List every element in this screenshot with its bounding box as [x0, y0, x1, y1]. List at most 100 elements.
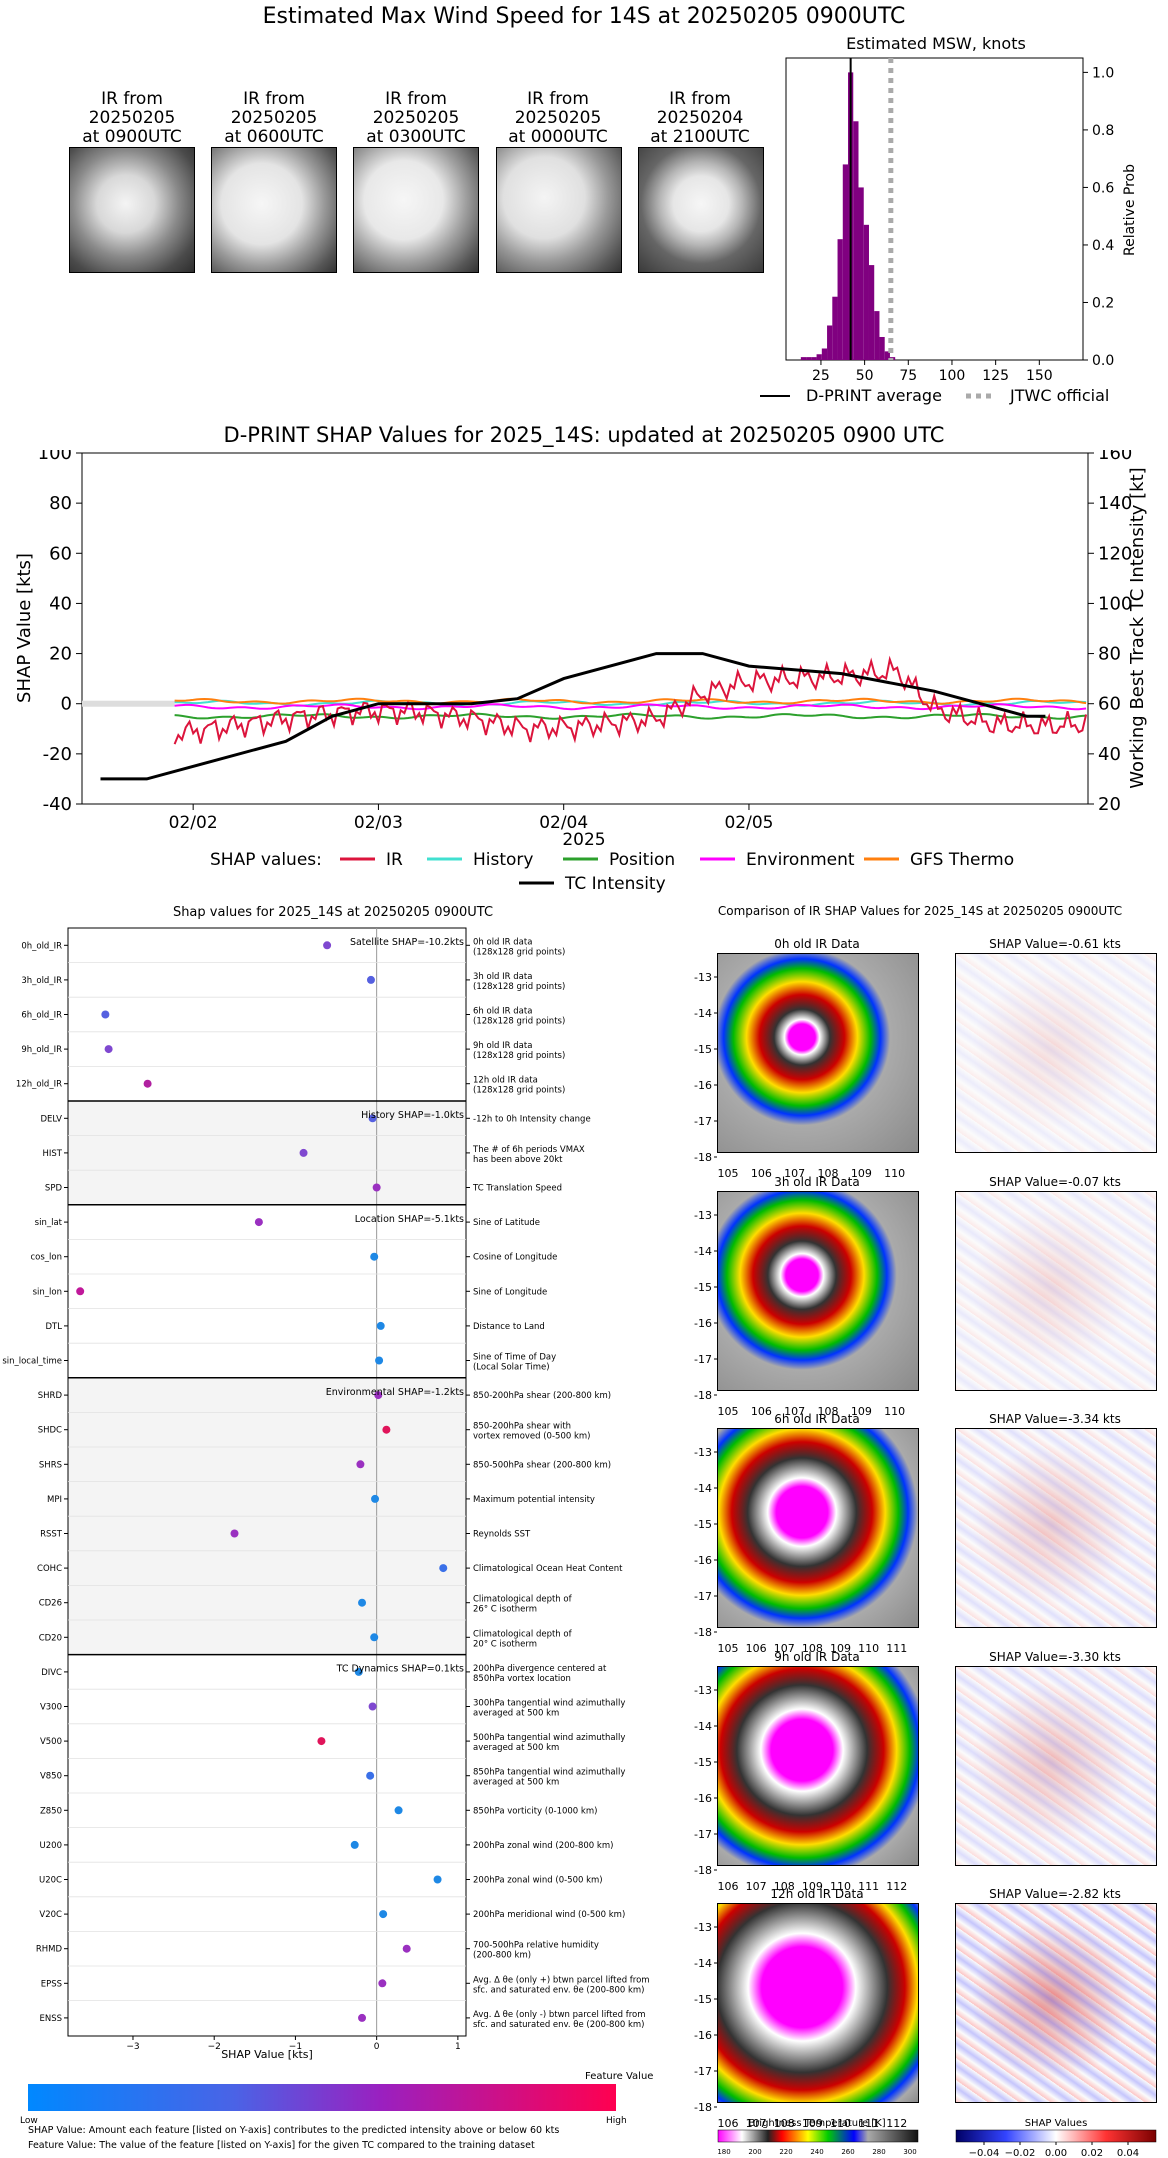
ir-xtick-label: 110	[830, 1880, 851, 1893]
feature-row: 3h_old_IR 3h old IR data(128x128 grid poi…	[21, 962, 565, 992]
msw-xtick-label: 75	[899, 368, 917, 384]
ir-ytick-label: -15	[694, 1993, 712, 2006]
legend-environment-label: Environment	[746, 850, 855, 870]
msw-xtick-label: 50	[856, 368, 874, 384]
ir-xtick-label: 109	[830, 1642, 851, 1655]
ir-xtick-label: 112	[886, 1880, 907, 1893]
feature-row: EPSS Avg. Δ θe (only +) btwn parcel lifte…	[41, 1965, 650, 1995]
bt-label: Brightness Temperature [K]	[748, 2118, 885, 2129]
feature-point	[371, 1494, 380, 1503]
feature-row: Z850 850hPa vorticity (0-1000 km)	[40, 1792, 597, 1816]
ir-xtick-label: 109	[802, 1880, 823, 1893]
ir-ytick-label: -17	[694, 1353, 712, 1366]
ir-xtick-label: 111	[886, 1642, 907, 1655]
ts-y2tick-label: 100	[1098, 593, 1132, 614]
shap-value-image	[955, 1428, 1157, 1628]
feature-point	[372, 1183, 381, 1192]
ir-axis-ticks: -13 -14 -15 -16 -17 -18 105 106 107 108 109 110 111	[694, 1446, 907, 1655]
feature-row: DIVC 200hPa divergence centered at850hPa …	[41, 1654, 607, 1684]
feature-row: sin_lat Sine of Latitude	[35, 1204, 540, 1228]
feature-point	[375, 1356, 384, 1365]
feature-desc: 200hPa meridional wind (0-500 km)	[473, 1910, 625, 1920]
feature-row: V20C 200hPa meridional wind (0-500 km)	[39, 1896, 625, 1920]
feature-desc-2: (128x128 grid points)	[473, 947, 565, 957]
msw-bar	[853, 121, 859, 361]
feature-desc: Sine of Latitude	[473, 1218, 540, 1228]
feature-name: U200	[40, 1841, 62, 1851]
thumbnail-label: IR from 20250205 at 0300UTC	[346, 90, 486, 147]
feature-name: EPSS	[41, 1979, 62, 1989]
feature-point	[370, 1252, 379, 1261]
ts-ylabel-left: SHAP Value [kts]	[14, 553, 35, 703]
msw-bar	[821, 348, 828, 360]
ir-axis-ticks: -13 -14 -15 -16 -17 -18 106 107 108 109 110 111 112	[694, 1684, 907, 1893]
ir-panel-title: Comparison of IR SHAP Values for 2025_14…	[717, 904, 1123, 918]
ir-xtick-label: 108	[774, 2117, 795, 2130]
ir-xtick-label: 109	[851, 1405, 872, 1418]
bt-tick-label: 240	[810, 2148, 823, 2156]
msw-xtick-label: 150	[1026, 368, 1053, 384]
feature-axes-frame	[67, 927, 467, 2037]
ir-ytick-label: -16	[694, 1554, 712, 1567]
ts-zero-band	[82, 700, 175, 707]
ts-y2tick-label: 160	[1098, 450, 1132, 464]
ir-xtick-label: 110	[858, 1642, 879, 1655]
thumb-line: at 0300UTC	[366, 127, 466, 147]
sv-tick-label: 0.00	[1045, 2148, 1067, 2158]
feature-desc: 12h old IR data	[473, 1076, 538, 1086]
colorbar-high: High	[606, 2116, 627, 2126]
msw-bar	[879, 336, 885, 360]
feature-desc-2: averaged at 500 km	[473, 1743, 559, 1753]
feature-xlabel: SHAP Value [kts]	[221, 2048, 313, 2061]
msw-ytick-label: 0.0	[1092, 353, 1114, 369]
feature-colorbar	[28, 2084, 616, 2111]
thumb-line: 20250205	[514, 108, 602, 128]
ts-ytick-label: 40	[49, 593, 72, 614]
msw-xtick-label: 125	[982, 368, 1009, 384]
ir-image-title: 3h old IR Data	[774, 1175, 860, 1189]
ir-xtick-label: 107	[746, 2117, 767, 2130]
feature-desc: 200hPa divergence centered at	[473, 1664, 607, 1674]
colorbar-title: Feature Value	[585, 2071, 653, 2082]
sv-tick-label: −0.02	[1005, 2148, 1036, 2158]
feature-desc-2: 26° C isotherm	[473, 1605, 537, 1615]
ts-xtick-label: 02/02	[169, 813, 218, 833]
msw-title: Estimated MSW, knots	[846, 34, 1026, 53]
feature-point	[366, 975, 375, 984]
msw-bar	[816, 354, 822, 360]
thumb-line: IR from	[101, 89, 163, 109]
bt-tick-label: 200	[748, 2148, 761, 2156]
feature-point	[382, 1425, 391, 1434]
thumb-line: IR from	[243, 89, 305, 109]
msw-xtick-label: 25	[812, 368, 830, 384]
feature-row: V500 500hPa tangential wind azimuthallyav…	[40, 1723, 625, 1753]
thumb-line: IR from	[669, 89, 731, 109]
feature-point	[299, 1148, 308, 1157]
shap-value-image	[955, 953, 1157, 1153]
feature-desc-2: (200-800 km)	[473, 1951, 531, 1961]
feature-row: 9h_old_IR 9h old IR data(128x128 grid poi…	[21, 1031, 565, 1061]
feature-row: ENSS Avg. Δ θe (only -) btwn parcel lifte…	[39, 2000, 646, 2030]
feature-name: cos_lon	[30, 1253, 62, 1263]
ir-xtick-label: 106	[751, 1167, 772, 1180]
colorbar-low: Low	[20, 2116, 38, 2126]
feature-desc: 200hPa zonal wind (0-500 km)	[473, 1876, 603, 1886]
ir-xtick-label: 106	[718, 2117, 739, 2130]
feature-name: 9h_old_IR	[21, 1045, 62, 1055]
feature-name: 3h_old_IR	[21, 976, 62, 986]
feature-point	[101, 1010, 110, 1019]
ir-image-title: 12h old IR Data	[770, 1887, 864, 1901]
ir-xtick-label: 105	[718, 1642, 739, 1655]
feature-row: V850 850hPa tangential wind azimuthallyav…	[40, 1758, 625, 1788]
ir-ytick-label: -18	[694, 2101, 712, 2114]
msw-bars	[800, 72, 896, 361]
feature-point	[378, 1979, 387, 1988]
ir-xtick-label: 107	[774, 1642, 795, 1655]
msw-xtick-label: 100	[939, 368, 966, 384]
feature-name: sin_lon	[33, 1287, 62, 1297]
ir-ytick-label: -15	[694, 1043, 712, 1056]
series-line-gfs-thermo	[174, 697, 1087, 705]
thumbnail-label: IR from 20250204 at 2100UTC	[630, 90, 770, 147]
feature-name: HIST	[43, 1149, 63, 1159]
